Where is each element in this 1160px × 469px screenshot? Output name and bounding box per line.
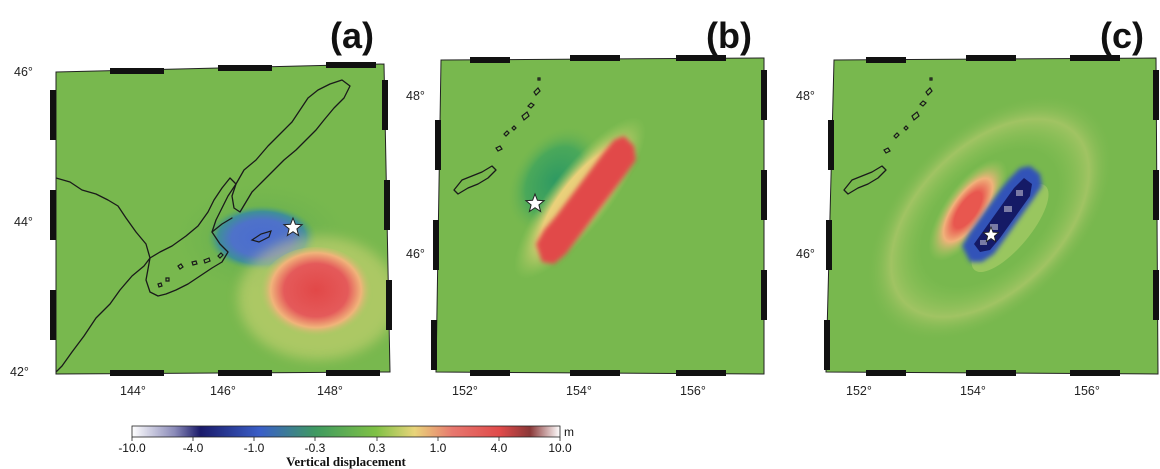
lat-label-a-44: 44° bbox=[14, 215, 33, 229]
map-panel-a: (a) 46° 44° 42° 144° 146° 148° bbox=[10, 15, 392, 398]
colorbar-tick-label: -10.0 bbox=[118, 441, 146, 455]
lat-label-b-46: 46° bbox=[406, 247, 425, 261]
lon-label-c-156: 156° bbox=[1074, 384, 1100, 398]
lat-label-b-48: 48° bbox=[406, 89, 425, 103]
colorbar-ticks bbox=[131, 437, 561, 441]
map-frame-a bbox=[50, 62, 392, 376]
map-panel-b: (b) 48° 46° 152° 154° 156° bbox=[406, 15, 767, 398]
colorbar-tick-label: 1.0 bbox=[430, 441, 447, 455]
panel-label-c: (c) bbox=[1100, 15, 1144, 56]
colorbar-tick-label: 10.0 bbox=[548, 441, 572, 455]
epicenter-star bbox=[982, 225, 1000, 243]
coastline-a bbox=[56, 79, 351, 373]
lat-label-c-46: 46° bbox=[796, 247, 815, 261]
uplift-zone bbox=[258, 247, 374, 343]
colorbar-title: Vertical displacement bbox=[286, 454, 406, 469]
colorbar-unit: m bbox=[564, 425, 574, 439]
lat-label-a-46: 46° bbox=[14, 65, 33, 79]
colorbar-tick-label: 4.0 bbox=[491, 441, 508, 455]
map-panel-c: (c) 48° 46° 152° 154° 156° bbox=[796, 15, 1159, 398]
lat-label-a-42: 42° bbox=[10, 365, 29, 379]
lon-label-a-146: 146° bbox=[210, 384, 236, 398]
lon-label-a-144: 144° bbox=[120, 384, 146, 398]
lon-label-b-154: 154° bbox=[566, 384, 592, 398]
colorbar-tick-label: -0.3 bbox=[305, 441, 326, 455]
colorbar-tick-label: 0.3 bbox=[369, 441, 386, 455]
colorbar-tick-label: -1.0 bbox=[244, 441, 265, 455]
colorbar: m -10.0 -4.0 -1.0 -0.3 0.3 1.0 4.0 10.0 … bbox=[118, 425, 574, 469]
lon-label-b-156: 156° bbox=[680, 384, 706, 398]
epicenter-star bbox=[282, 216, 304, 237]
uplift-zone bbox=[536, 136, 636, 264]
panel-label-a: (a) bbox=[330, 15, 374, 56]
map-frame-c bbox=[824, 55, 1159, 376]
lon-label-b-152: 152° bbox=[452, 384, 478, 398]
panel-label-b: (b) bbox=[706, 15, 752, 56]
lon-label-c-154: 154° bbox=[960, 384, 986, 398]
colorbar-gradient bbox=[131, 425, 561, 438]
lon-label-c-152: 152° bbox=[846, 384, 872, 398]
colorbar-tick-label: -4.0 bbox=[183, 441, 204, 455]
lon-label-a-148: 148° bbox=[317, 384, 343, 398]
map-frame-b bbox=[431, 55, 767, 376]
epicenter-star bbox=[524, 192, 546, 213]
islands-a bbox=[157, 230, 272, 288]
islands-c bbox=[843, 77, 933, 195]
islands-b bbox=[453, 77, 541, 195]
lat-label-c-48: 48° bbox=[796, 89, 815, 103]
